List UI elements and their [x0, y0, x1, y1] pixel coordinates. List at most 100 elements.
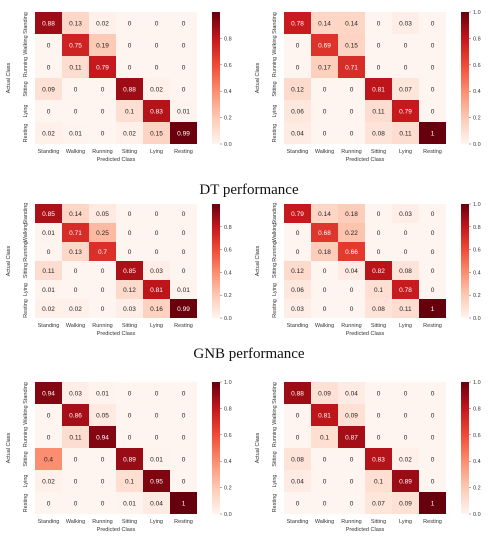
- cell-value-label: 0.99: [177, 131, 190, 138]
- heatmap-cell: [116, 122, 143, 144]
- cell-value-label: 0: [155, 65, 159, 72]
- colorbar-tick-label: 0.0: [224, 142, 232, 148]
- cell-value-label: 0: [404, 65, 408, 72]
- cell-value-label: 0.07: [399, 87, 412, 94]
- cell-value-label: 0.88: [42, 21, 55, 28]
- heatmap-cell: [392, 122, 419, 144]
- cell-value-label: 0: [404, 249, 408, 256]
- heatmap-cell: [143, 261, 170, 280]
- cell-value-label: 0.86: [69, 413, 82, 420]
- x-tick-label: Lying: [399, 519, 412, 525]
- heatmap-cell: [392, 404, 419, 426]
- cell-value-label: 0.04: [291, 131, 304, 138]
- heatmap-cell: [62, 492, 89, 514]
- heatmap-cell: [89, 242, 116, 261]
- cell-value-label: 0: [128, 21, 132, 28]
- heatmap-cell: [338, 448, 365, 470]
- heatmap-cell: [143, 204, 170, 223]
- heatmap-cell: [338, 280, 365, 299]
- heatmap-cell: [170, 242, 197, 261]
- cell-value-label: 0.95: [150, 479, 163, 486]
- heatmap-cell: [365, 12, 392, 34]
- heatmap-cell: [392, 34, 419, 56]
- cell-value-label: 0: [431, 457, 435, 464]
- heatmap-cell: [116, 261, 143, 280]
- heatmap-cell: [143, 122, 170, 144]
- cell-value-label: 0.03: [399, 21, 412, 28]
- y-tick-label: Lying: [272, 283, 278, 296]
- cell-value-label: 0.04: [291, 479, 304, 486]
- cell-value-label: 0.03: [123, 306, 136, 313]
- cell-value-label: 0.4: [44, 457, 53, 464]
- confusion-matrix-1: 0.88 0.13 0.02 0 0 0 0 0.75 0.19 0 0 0 0 0.11 0.79 0 0 0 0…: [6, 12, 232, 163]
- colorbar: [212, 382, 220, 514]
- cell-value-label: 0: [182, 435, 186, 442]
- cell-value-label: 0: [47, 435, 51, 442]
- cell-value-label: 0: [155, 230, 159, 237]
- heatmap-cell: [284, 404, 311, 426]
- cell-value-label: 0: [47, 413, 51, 420]
- x-tick-label: Sitting: [122, 519, 137, 525]
- heatmap-cell: [311, 56, 338, 78]
- cell-value-label: 0.02: [69, 306, 82, 313]
- heatmap-cell: [116, 299, 143, 318]
- cell-value-label: 0.02: [123, 131, 136, 138]
- heatmap-cell: [35, 122, 62, 144]
- heatmap-cell: [365, 382, 392, 404]
- heatmap-cell: [284, 299, 311, 318]
- heatmap-cell: [392, 299, 419, 318]
- colorbar-tick-label: 0.6: [473, 248, 481, 254]
- cell-value-label: 0: [155, 435, 159, 442]
- cell-value-label: 0.89: [123, 457, 136, 464]
- heatmap-cell: [284, 100, 311, 122]
- heatmap-cell: [170, 470, 197, 492]
- cell-value-label: 0: [323, 501, 327, 508]
- colorbar-tick-label: 0.0: [473, 316, 481, 322]
- cell-value-label: 0: [182, 43, 186, 50]
- cell-value-label: 0.11: [399, 131, 412, 138]
- y-axis-label: Actual Class: [255, 62, 261, 93]
- colorbar-tick-label: 0.4: [224, 89, 232, 95]
- cell-value-label: 0.02: [150, 87, 163, 94]
- heatmap-cell: [116, 204, 143, 223]
- cell-value-label: 0.08: [291, 457, 304, 464]
- heatmap-cell: [419, 470, 446, 492]
- heatmap-cell: [62, 100, 89, 122]
- cell-value-label: 0.78: [291, 21, 304, 28]
- colorbar-tick-label: 0.4: [473, 270, 481, 276]
- heatmap-cell: [365, 470, 392, 492]
- cell-value-label: 0.14: [318, 21, 331, 28]
- heatmap-cell: [116, 100, 143, 122]
- cell-value-label: 0: [431, 413, 435, 420]
- heatmap-cell: [419, 448, 446, 470]
- cell-value-label: 0.15: [150, 131, 163, 138]
- cell-value-label: 0: [47, 65, 51, 72]
- x-tick-label: Running: [341, 149, 362, 155]
- cell-value-label: 0: [431, 230, 435, 237]
- heatmap-cell: [419, 382, 446, 404]
- heatmap-cell: [338, 470, 365, 492]
- heatmap-cell: [392, 426, 419, 448]
- heatmap-cell: [170, 299, 197, 318]
- cell-value-label: 0.08: [372, 306, 385, 313]
- heatmap-cell: [116, 470, 143, 492]
- cell-value-label: 0.1: [374, 479, 383, 486]
- heatmap-cell: [365, 100, 392, 122]
- heatmap-cell: [89, 382, 116, 404]
- cell-value-label: 0: [128, 65, 132, 72]
- colorbar-tick-label: 0.8: [473, 406, 481, 412]
- cell-value-label: 0: [296, 435, 300, 442]
- heatmap-cell: [365, 261, 392, 280]
- colorbar-tick-label: 0.2: [473, 486, 481, 492]
- cell-value-label: 0.94: [96, 435, 109, 442]
- heatmap-cell: [143, 56, 170, 78]
- y-tick-label: Lying: [23, 475, 29, 488]
- cell-value-label: 0: [350, 306, 354, 313]
- heatmap-cell: [311, 492, 338, 514]
- heatmap-cell: [170, 404, 197, 426]
- x-tick-label: Running: [341, 519, 362, 525]
- y-tick-label: Resting: [23, 124, 29, 143]
- cell-value-label: 0: [74, 501, 78, 508]
- heatmap-cell: [284, 448, 311, 470]
- cell-value-label: 0: [296, 249, 300, 256]
